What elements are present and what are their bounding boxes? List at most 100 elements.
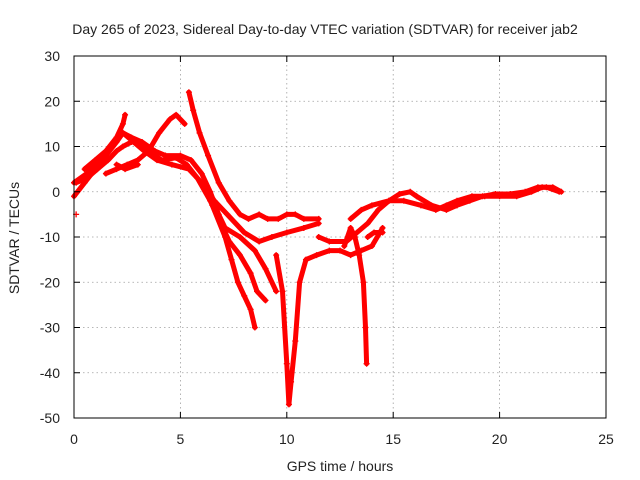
y-axis-label: SDTVAR / TECUs [6, 182, 22, 294]
data-point [102, 148, 109, 155]
data-point [300, 215, 307, 222]
y-tick-label: -10 [40, 229, 60, 245]
data-point [356, 252, 363, 259]
series-track-5 [81, 111, 129, 173]
data-point [209, 202, 216, 209]
data-point [251, 247, 258, 254]
data-point [183, 161, 190, 168]
data-point [292, 211, 299, 218]
data-point [413, 193, 420, 200]
data-point [128, 138, 135, 145]
data-point [315, 215, 322, 222]
x-tick-label: 20 [492, 431, 508, 447]
data-point [368, 202, 375, 209]
data-point [177, 152, 184, 159]
data-point [264, 215, 271, 222]
y-tick-label: 30 [44, 48, 60, 64]
data-point [341, 243, 348, 250]
data-point [256, 238, 263, 245]
data-point [185, 89, 192, 96]
data-point [283, 211, 290, 218]
data-point [173, 154, 180, 161]
data-point [279, 288, 286, 295]
data-point [122, 166, 129, 173]
series-group [71, 89, 565, 408]
data-point [283, 360, 290, 367]
axis-ticks: 0 5 10 15 20 25 -50 -40 -30 -20 -10 0 10 20 30 [40, 48, 614, 447]
data-point [236, 252, 243, 259]
data-point [205, 152, 212, 159]
data-point [300, 224, 307, 231]
data-point [296, 279, 303, 286]
series-line [71, 130, 322, 244]
data-point [215, 179, 222, 186]
data-point [371, 229, 378, 236]
data-point [315, 234, 322, 240]
y-tick-label: 0 [52, 184, 60, 200]
data-point [539, 184, 546, 191]
data-point [236, 234, 243, 240]
data-point [347, 215, 354, 222]
series-track-13 [364, 229, 386, 240]
data-point [354, 229, 361, 236]
data-point [375, 206, 382, 213]
y-tick-label: 20 [44, 93, 60, 109]
data-point [558, 188, 565, 195]
data-point [81, 166, 88, 173]
x-tick-label: 15 [385, 431, 401, 447]
data-point [119, 143, 126, 150]
series-track-7 [185, 89, 322, 222]
data-point [224, 211, 231, 218]
x-tick-label: 10 [279, 431, 295, 447]
data-point [245, 215, 252, 222]
data-point [92, 157, 99, 164]
series-track-6 [113, 161, 141, 173]
data-point [156, 129, 163, 136]
data-point [358, 206, 365, 213]
data-point [145, 148, 152, 155]
data-point [288, 378, 295, 385]
data-point [302, 256, 309, 263]
data-point [275, 215, 282, 222]
data-point [528, 188, 535, 195]
data-point [283, 229, 290, 236]
data-point [181, 120, 188, 127]
data-point [251, 324, 258, 331]
series-track-10 [341, 224, 370, 367]
x-axis-label: GPS time / hours [287, 458, 394, 474]
data-point [196, 129, 203, 136]
data-point [102, 170, 109, 177]
data-point [262, 297, 269, 304]
data-point [222, 234, 229, 240]
data-point [407, 188, 414, 195]
data-point [362, 324, 369, 331]
data-point [188, 157, 195, 164]
y-tick-label: -50 [40, 410, 60, 426]
x-tick-label: 0 [70, 431, 78, 447]
x-tick-label: 5 [177, 431, 185, 447]
data-point [241, 292, 248, 299]
data-point [262, 265, 269, 272]
data-point [379, 229, 386, 236]
data-point [273, 252, 280, 259]
data-point [400, 197, 407, 204]
data-point [136, 138, 143, 145]
data-point [549, 184, 556, 191]
data-point [481, 193, 488, 200]
data-point [105, 157, 112, 164]
data-point [226, 197, 233, 204]
chart-title: Day 265 of 2023, Sidereal Day-to-day VTE… [72, 21, 578, 37]
data-point [496, 193, 503, 200]
data-point [347, 224, 354, 231]
data-point [236, 211, 243, 218]
data-point [326, 238, 333, 245]
data-point [326, 247, 333, 254]
data-point [122, 111, 129, 118]
data-point [247, 270, 254, 277]
data-point [228, 256, 235, 263]
data-point [113, 134, 120, 141]
data-point [234, 279, 241, 286]
data-point [364, 220, 371, 227]
series-track-12 [347, 184, 565, 222]
data-point [241, 229, 248, 236]
